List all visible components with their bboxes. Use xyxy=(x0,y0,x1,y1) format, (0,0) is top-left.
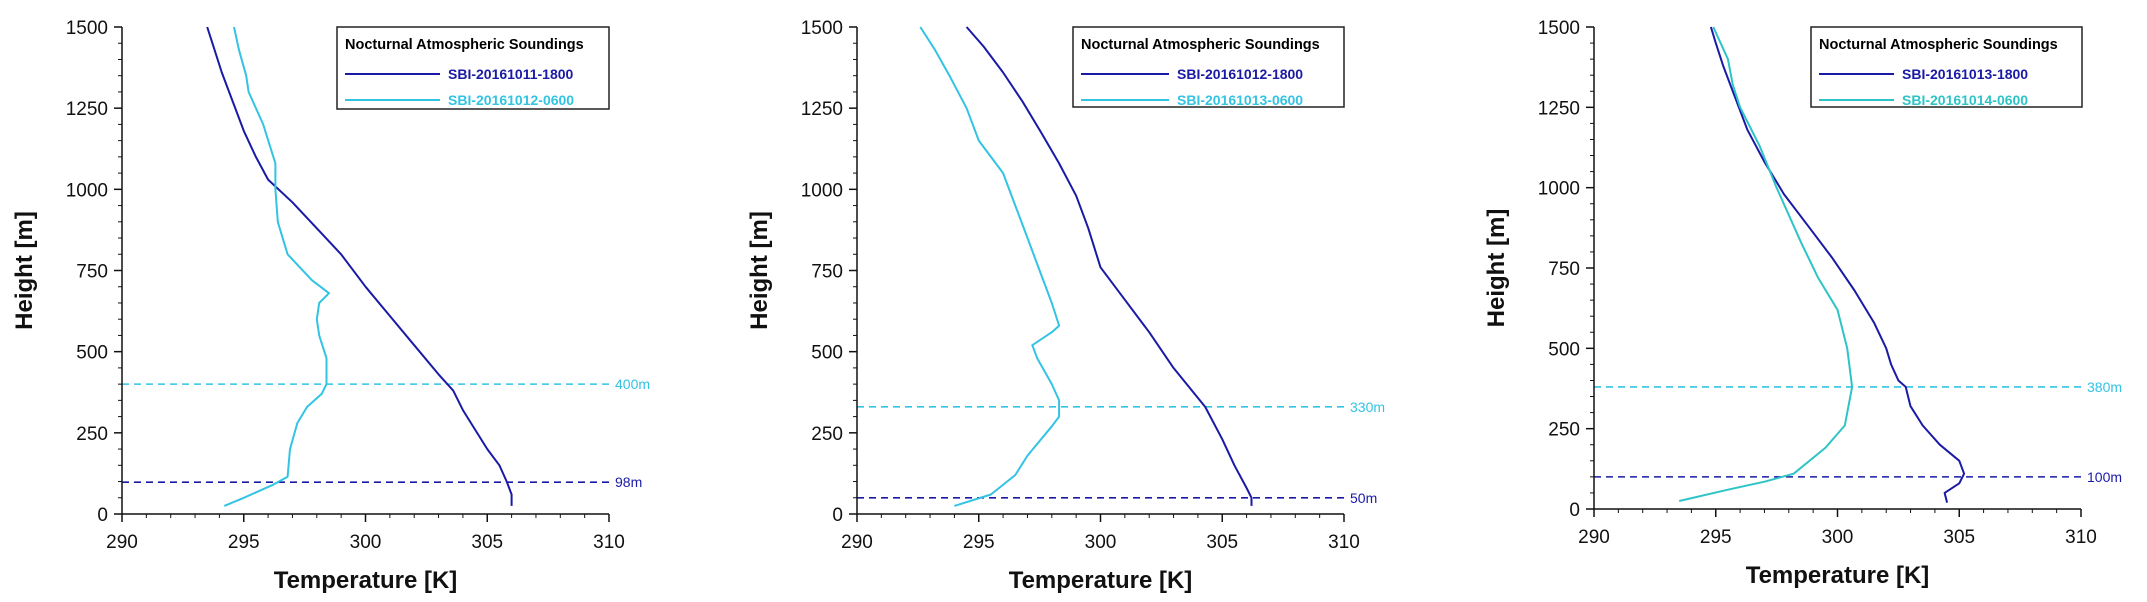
y-tick-label: 1250 xyxy=(1538,98,1580,119)
legend-label: SBI-20161014-0600 xyxy=(1902,92,2028,108)
x-axis-title: Temperature [K] xyxy=(274,567,458,594)
y-tick-label: 1000 xyxy=(1538,179,1580,200)
y-tick-label: 1000 xyxy=(66,180,108,201)
series-line xyxy=(1678,26,1854,502)
legend-label: SBI-20161012-1800 xyxy=(1177,66,1303,82)
series-line xyxy=(223,26,330,507)
y-tick-label: 1500 xyxy=(801,18,843,39)
y-tick-label: 1250 xyxy=(801,99,843,120)
reference-line-label: 50m xyxy=(1350,490,1377,506)
x-tick-label: 295 xyxy=(1700,527,1732,548)
x-tick-label: 295 xyxy=(963,532,995,553)
reference-line-label: 330m xyxy=(1350,399,1385,415)
y-axis-title: Height [m] xyxy=(746,211,773,330)
chart-panel-1: 400m 98m 290 295 300 305 310 0 250 500 750 1000 1250… xyxy=(11,18,650,594)
reference-line-label: 98m xyxy=(615,474,642,490)
x-tick-label: 310 xyxy=(1328,532,1360,553)
x-tick-label: 300 xyxy=(1822,527,1854,548)
y-tick-label: 250 xyxy=(811,424,843,445)
reference-line-label: 380m xyxy=(2087,379,2122,395)
y-tick-label: 1500 xyxy=(1538,18,1580,39)
y-tick-label: 500 xyxy=(811,343,843,364)
x-tick-label: 295 xyxy=(228,532,260,553)
legend-label: SBI-20161013-1800 xyxy=(1902,66,2028,82)
reference-line-label: 400m xyxy=(615,376,650,392)
legend-title: Nocturnal Atmospheric Soundings xyxy=(345,37,584,53)
x-tick-label: 290 xyxy=(106,532,138,553)
legend-box xyxy=(336,26,610,110)
x-tick-label: 305 xyxy=(1206,532,1238,553)
reference-line-label: 100m xyxy=(2087,469,2122,485)
x-tick-label: 290 xyxy=(841,532,873,553)
legend-label: SBI-20161012-0600 xyxy=(448,92,574,108)
legend-label: SBI-20161013-0600 xyxy=(1177,92,1303,108)
x-tick-label: 305 xyxy=(471,532,503,553)
x-tick-label: 305 xyxy=(1943,527,1975,548)
y-tick-label: 750 xyxy=(1548,259,1580,280)
y-tick-label: 250 xyxy=(1548,420,1580,441)
legend-box xyxy=(1072,26,1345,108)
legend-label: SBI-20161011-1800 xyxy=(448,66,574,82)
legend-title: Nocturnal Atmospheric Soundings xyxy=(1819,37,2058,53)
x-tick-label: 290 xyxy=(1578,527,1610,548)
y-tick-label: 500 xyxy=(76,343,108,364)
y-tick-label: 0 xyxy=(97,505,108,526)
x-axis-title: Temperature [K] xyxy=(1746,562,1930,589)
y-tick-label: 0 xyxy=(1569,500,1580,521)
y-tick-label: 1500 xyxy=(66,18,108,39)
chart-panel-2: 330m 50m 290 295 300 305 310 0 250 500 750 1000 1250… xyxy=(746,18,1385,594)
y-tick-label: 750 xyxy=(811,262,843,283)
x-tick-label: 300 xyxy=(350,532,382,553)
x-tick-label: 310 xyxy=(593,532,625,553)
y-tick-label: 0 xyxy=(832,505,843,526)
y-axis-title: Height [m] xyxy=(11,211,38,330)
y-tick-label: 750 xyxy=(76,262,108,283)
legend-title: Nocturnal Atmospheric Soundings xyxy=(1081,37,1320,53)
series-line xyxy=(206,26,513,506)
y-axis-title: Height [m] xyxy=(1483,209,1510,328)
y-tick-label: 1250 xyxy=(66,99,108,120)
series-line xyxy=(919,26,1061,507)
series-line xyxy=(965,26,1253,506)
series-line xyxy=(1709,26,1966,503)
x-axis-title: Temperature [K] xyxy=(1009,567,1193,594)
chart-panel-3: 380m 100m 290 295 300 305 310 0 250 500 750 1000 125… xyxy=(1483,18,2122,589)
y-tick-label: 250 xyxy=(76,424,108,445)
y-tick-label: 1000 xyxy=(801,180,843,201)
x-tick-label: 310 xyxy=(2065,527,2097,548)
x-tick-label: 300 xyxy=(1085,532,1117,553)
legend-box xyxy=(1810,26,2083,108)
y-tick-label: 500 xyxy=(1548,339,1580,360)
